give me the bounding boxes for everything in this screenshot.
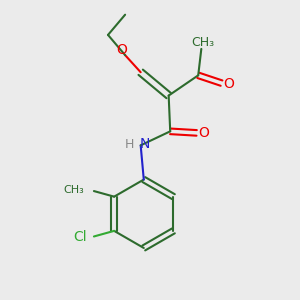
Text: CH₃: CH₃ [191,36,214,49]
Text: O: O [223,77,234,91]
Text: CH₃: CH₃ [64,185,85,195]
Text: H: H [125,138,134,151]
Text: O: O [198,126,209,140]
Text: N: N [140,137,150,152]
Text: Cl: Cl [74,230,87,244]
Text: O: O [117,43,128,56]
